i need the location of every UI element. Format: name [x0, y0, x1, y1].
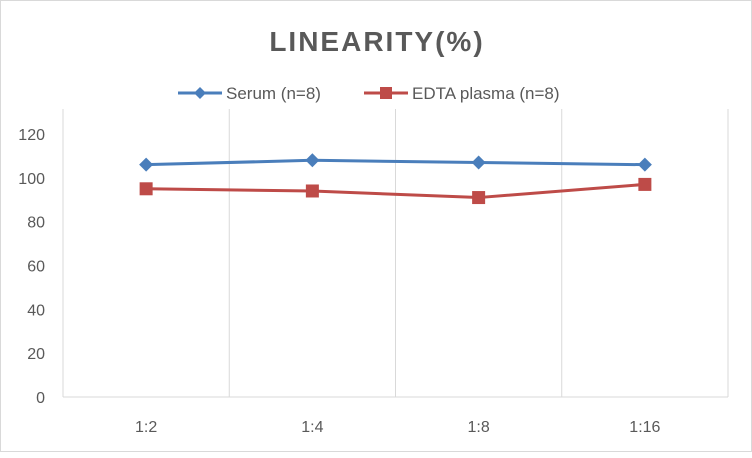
legend-label: Serum (n=8)	[226, 84, 321, 103]
y-tick-label: 100	[18, 171, 45, 188]
legend: Serum (n=8) EDTA plasma (n=8)	[178, 84, 560, 103]
x-tick-label: 1:4	[301, 419, 323, 436]
x-tick-label: 1:8	[468, 419, 490, 436]
x-tick-label: 1:2	[135, 419, 157, 436]
legend-label: EDTA plasma (n=8)	[412, 84, 560, 103]
series-group	[139, 153, 652, 205]
y-tick-label: 0	[36, 390, 45, 407]
data-point-square	[638, 177, 652, 191]
y-axis: 0 20 40 60 80 100 120	[18, 127, 45, 407]
y-tick-label: 60	[27, 259, 45, 276]
data-point-square	[472, 191, 486, 205]
y-tick-label: 120	[18, 127, 45, 144]
y-tick-label: 80	[27, 215, 45, 232]
chart-title: LINEARITY(%)	[269, 26, 484, 57]
data-point-diamond	[305, 153, 320, 168]
data-point-diamond	[471, 155, 486, 170]
data-point-square	[139, 182, 153, 196]
y-tick-label: 40	[27, 302, 45, 319]
legend-marker-square	[380, 87, 392, 99]
x-axis: 1:2 1:4 1:8 1:16	[135, 419, 661, 436]
gridlines	[62, 109, 729, 398]
series-line	[146, 182, 645, 200]
data-point-square	[305, 184, 319, 198]
data-point-diamond	[139, 157, 154, 172]
y-tick-label: 20	[27, 346, 45, 363]
data-point-diamond	[637, 157, 652, 172]
legend-marker-diamond	[194, 87, 206, 99]
x-tick-label: 1:16	[629, 419, 660, 436]
series-line	[146, 158, 645, 167]
